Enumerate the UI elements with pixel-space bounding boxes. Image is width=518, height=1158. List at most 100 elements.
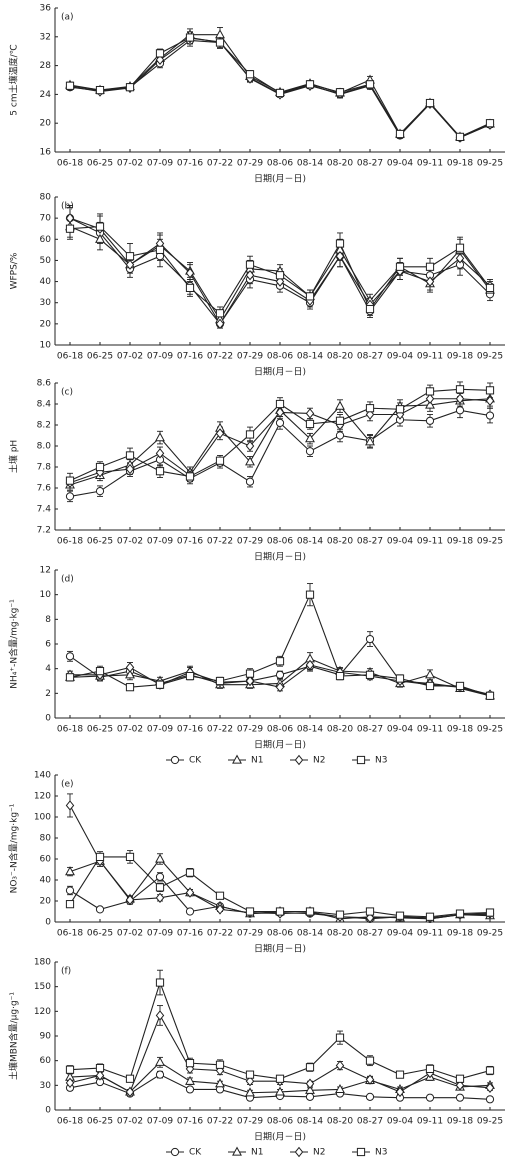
x-tick-label: 09-11: [417, 352, 443, 362]
x-tick-label: 07-29: [237, 725, 263, 735]
marker: [485, 1095, 495, 1104]
x-axis-label: 日期(月－日): [254, 1132, 306, 1143]
marker: [125, 252, 135, 261]
x-tick-label: 09-11: [417, 725, 443, 735]
x-tick-label: 07-22: [207, 537, 233, 547]
marker: [245, 675, 255, 687]
marker: [155, 872, 165, 881]
y-tick-label: 0: [45, 918, 51, 928]
x-tick-label: 07-22: [207, 159, 233, 169]
marker: [185, 907, 195, 916]
x-tick-label: 07-02: [117, 352, 143, 362]
marker: [485, 691, 495, 700]
marker: [305, 433, 315, 443]
x-tick-label: 08-06: [267, 1117, 293, 1127]
marker: [65, 652, 75, 661]
y-tick-label: 12: [40, 566, 51, 576]
x-tick-label: 08-20: [327, 725, 353, 735]
marker: [125, 1074, 135, 1083]
x-tick-label: 06-18: [57, 159, 83, 169]
y-tick-label: 0: [45, 1106, 51, 1116]
x-axis-label: 日期(月－日): [254, 367, 306, 378]
marker: [275, 1086, 285, 1096]
x-tick-label: 09-18: [447, 352, 473, 362]
marker: [215, 1065, 225, 1076]
marker: [455, 1093, 465, 1102]
marker: [65, 800, 75, 811]
marker: [185, 33, 195, 42]
x-tick-label: 08-27: [357, 929, 383, 939]
panel-label: (d): [61, 575, 74, 585]
x-tick-label: 06-25: [87, 929, 113, 939]
x-tick-label: 07-16: [177, 1117, 203, 1127]
x-tick-label: 07-09: [147, 929, 173, 939]
marker: [425, 387, 435, 396]
marker: [215, 309, 225, 318]
x-tick-label: 09-04: [387, 352, 413, 362]
x-tick-label: 09-04: [387, 159, 413, 169]
marker: [65, 476, 75, 485]
marker: [425, 399, 435, 409]
marker: [455, 909, 465, 918]
marker: [125, 683, 135, 692]
panel-label: (a): [61, 13, 74, 23]
marker: [185, 1075, 195, 1085]
x-tick-label: 08-06: [267, 929, 293, 939]
marker: [335, 251, 345, 262]
y-axis-label: NH₄⁺-N含量/mg·kg⁻¹: [8, 599, 20, 689]
marker: [395, 405, 405, 414]
marker: [485, 411, 495, 420]
marker: [485, 119, 495, 128]
x-tick-label: 09-25: [477, 929, 503, 939]
x-tick-label: 08-20: [327, 352, 353, 362]
y-tick-label: 40: [40, 277, 52, 287]
marker: [455, 385, 465, 394]
x-tick-label: 09-04: [387, 537, 413, 547]
x-tick-label: 07-02: [117, 725, 143, 735]
marker: [185, 472, 195, 481]
marker: [395, 129, 405, 139]
marker: [395, 1086, 405, 1098]
marker: [155, 49, 165, 58]
legend-label: N3: [375, 756, 387, 766]
marker: [170, 1147, 180, 1157]
marker: [215, 318, 225, 330]
marker: [425, 681, 435, 691]
x-tick-label: 07-29: [237, 929, 263, 939]
y-tick-label: 120: [34, 1007, 51, 1017]
marker: [425, 1064, 435, 1073]
marker: [305, 447, 315, 456]
marker: [305, 419, 315, 429]
x-tick-label: 08-14: [297, 159, 323, 169]
marker: [335, 431, 345, 440]
x-tick-label: 08-14: [297, 725, 323, 735]
marker: [305, 1063, 315, 1072]
y-tick-label: 20: [40, 319, 52, 329]
marker: [425, 393, 435, 404]
legend-label: CK: [189, 1148, 202, 1158]
marker: [65, 866, 75, 876]
marker: [185, 887, 195, 898]
marker: [95, 462, 105, 472]
x-tick-label: 08-20: [327, 159, 353, 169]
marker: [335, 910, 345, 919]
marker: [455, 393, 465, 404]
marker: [356, 755, 366, 765]
y-tick-label: 4: [45, 664, 51, 674]
x-tick-label: 08-14: [297, 352, 323, 362]
marker: [245, 1070, 255, 1079]
x-tick-label: 08-20: [327, 929, 353, 939]
marker: [365, 1056, 375, 1065]
marker: [215, 891, 225, 900]
y-tick-label: 20: [40, 119, 52, 129]
x-tick-label: 09-18: [447, 1117, 473, 1127]
marker: [485, 1082, 495, 1093]
marker: [365, 80, 375, 89]
marker: [155, 432, 165, 442]
marker: [245, 907, 255, 916]
y-tick-label: 120: [34, 792, 51, 802]
x-tick-label: 07-22: [207, 352, 233, 362]
y-tick-label: 80: [40, 193, 52, 203]
y-tick-label: 28: [40, 61, 52, 71]
marker: [185, 868, 195, 877]
